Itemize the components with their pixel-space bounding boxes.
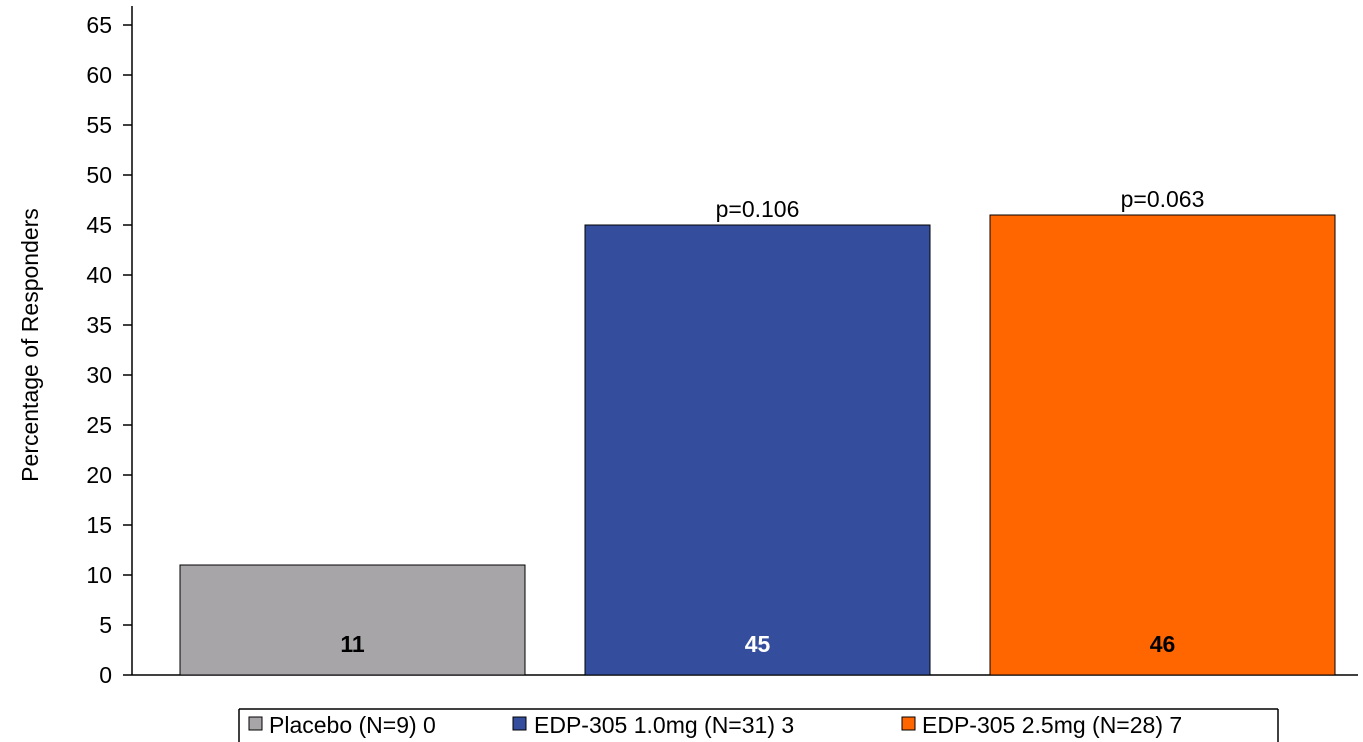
legend-swatch xyxy=(248,716,263,731)
p-value-annotation: p=0.063 xyxy=(1121,186,1205,212)
y-tick-label: 40 xyxy=(86,262,112,288)
bar xyxy=(179,564,526,676)
p-value-annotation: p=0.106 xyxy=(716,196,800,222)
y-tick-label: 0 xyxy=(99,662,112,688)
bar-value-label: 46 xyxy=(1150,631,1176,657)
y-tick-label: 5 xyxy=(99,612,112,638)
bar-value-label: 45 xyxy=(745,631,771,657)
bar xyxy=(584,224,931,676)
y-tick-label: 15 xyxy=(86,512,112,538)
legend-label: EDP-305 1.0mg (N=31) 3 xyxy=(534,712,794,738)
y-tick-label: 20 xyxy=(86,462,112,488)
y-tick-label: 30 xyxy=(86,362,112,388)
bar-value-label: 11 xyxy=(340,631,365,657)
legend-label: Placebo (N=9) 0 xyxy=(269,712,436,738)
legend: Placebo (N=9) 0 EDP-305 1.0mg (N=31) 3 EDP… xyxy=(238,708,1279,742)
y-axis-title: Percentage of Responders xyxy=(17,208,43,482)
y-tick-label: 50 xyxy=(86,162,112,188)
legend-swatch xyxy=(512,716,527,731)
bars-group: 11 45 p=0.106 46 p=0.063 xyxy=(179,186,1336,676)
legend-swatch xyxy=(901,716,916,731)
legend-label: EDP-305 2.5mg (N=28) 7 xyxy=(922,712,1182,738)
y-tick-label: 25 xyxy=(86,412,112,438)
y-axis: 0 5 10 15 20 25 30 35 40 45 50 55 60 65 xyxy=(86,6,1358,688)
y-tick-label: 45 xyxy=(86,212,112,238)
y-tick-label: 35 xyxy=(86,312,112,338)
y-tick-label: 60 xyxy=(86,62,112,88)
bar xyxy=(989,214,1336,676)
y-tick-label: 65 xyxy=(86,12,112,38)
y-tick-label: 10 xyxy=(86,562,112,588)
y-tick-label: 55 xyxy=(86,112,112,138)
